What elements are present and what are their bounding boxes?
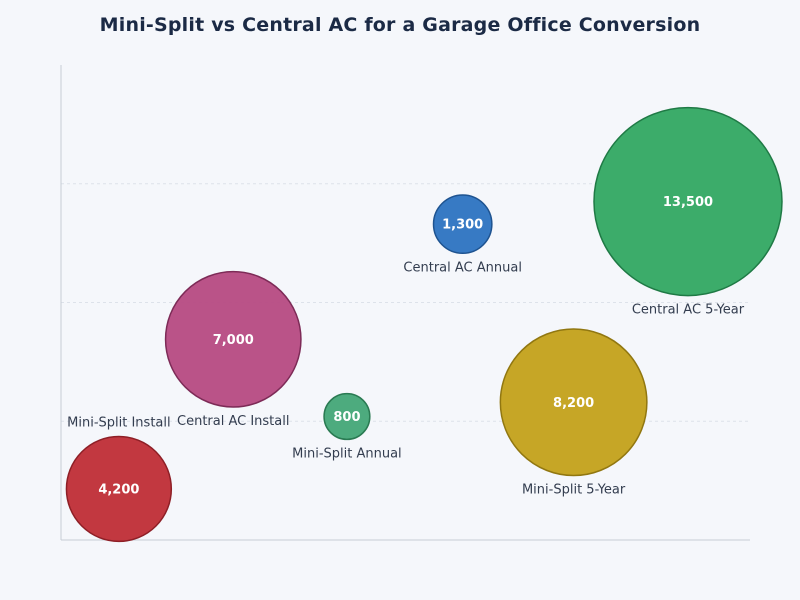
bubble-value-label: 8,200 [553, 396, 594, 411]
bubble-group: 7,000 Central AC Install [164, 270, 302, 429]
bubble [65, 435, 173, 543]
bubble-category-label: Mini-Split Annual [292, 446, 402, 461]
bubbles: 4,200 Mini-Split Install 7,000 Central AC I… [65, 106, 783, 543]
bubble [432, 194, 493, 255]
bubble-value-label: 800 [333, 410, 360, 425]
bubble-group: 800 Mini-Split Annual [292, 392, 402, 461]
bubble [164, 270, 302, 408]
bubble-value-label: 13,500 [663, 195, 713, 210]
bubble [323, 392, 371, 441]
bubble-value-label: 7,000 [213, 333, 254, 348]
bubble-category-label: Central AC Install [177, 414, 289, 429]
bubble-group: 8,200 Mini-Split 5-Year [499, 328, 648, 498]
bubble [593, 106, 783, 297]
bubble-category-label: Central AC Annual [403, 260, 522, 275]
axes [60, 65, 750, 541]
bubble-category-label: Mini-Split Install [67, 416, 170, 431]
bubble-category-label: Central AC 5-Year [632, 303, 745, 318]
bubble-group: 13,500 Central AC 5-Year [593, 106, 783, 318]
bubble-group: 1,300 Central AC Annual [403, 194, 522, 275]
bubble-value-label: 4,200 [98, 482, 139, 497]
bubble-category-label: Mini-Split 5-Year [522, 483, 626, 498]
bubble [499, 328, 648, 477]
bubble-value-label: 1,300 [442, 218, 483, 233]
chart-title: Mini-Split vs Central AC for a Garage Of… [99, 14, 701, 36]
bubble-group: 4,200 Mini-Split Install [65, 416, 173, 543]
